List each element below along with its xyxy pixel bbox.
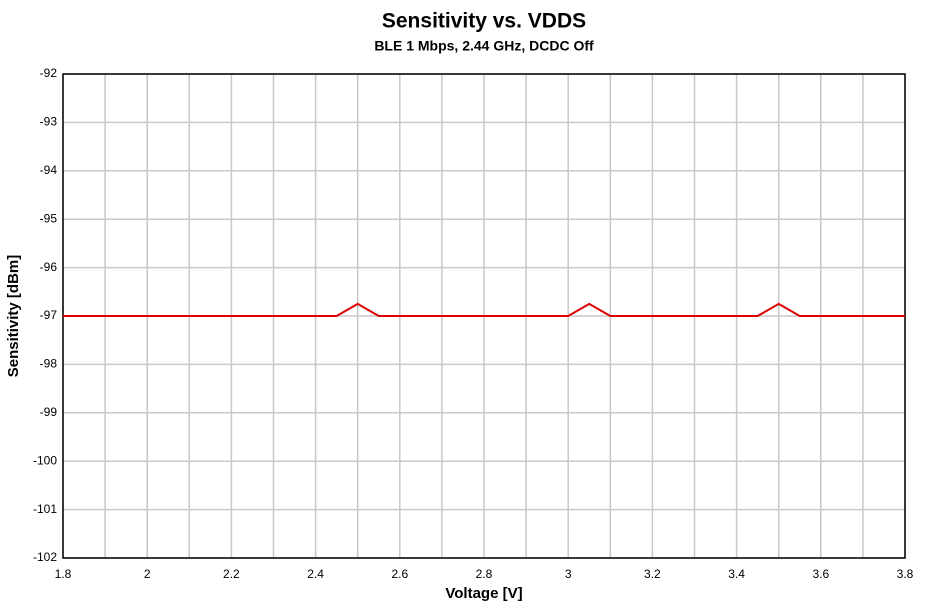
data-line <box>63 302 905 317</box>
chart-title: Sensitivity vs. VDDS <box>382 10 586 33</box>
x-tick-label: 2.6 <box>391 567 408 581</box>
x-tick-label: 2.4 <box>307 567 324 581</box>
y-tick-label: -92 <box>40 66 58 80</box>
y-tick-label: -95 <box>40 211 58 225</box>
y-tick-label: -96 <box>40 260 58 274</box>
x-tick-label: 2 <box>144 567 151 581</box>
y-tick-label: -99 <box>40 405 58 419</box>
x-tick-label: 3.6 <box>812 567 829 581</box>
y-tick-label: -100 <box>33 453 57 467</box>
y-tick-label: -102 <box>33 550 57 564</box>
x-tick-label: 3.8 <box>897 567 914 581</box>
x-tick-label: 3 <box>565 567 572 581</box>
y-tick-label: -97 <box>40 308 58 322</box>
y-tick-label: -101 <box>33 502 57 516</box>
x-tick-label: 2.2 <box>223 567 240 581</box>
x-tick-label: 1.8 <box>55 567 72 581</box>
y-axis-label: Sensitivity [dBm] <box>5 255 22 378</box>
x-tick-label: 3.4 <box>728 567 745 581</box>
y-tick-label: -94 <box>40 163 58 177</box>
x-tick-label: 3.2 <box>644 567 661 581</box>
x-tick-label: 2.8 <box>476 567 493 581</box>
x-axis-label: Voltage [V] <box>445 585 522 602</box>
y-tick-label: -98 <box>40 357 58 371</box>
y-tick-label: -93 <box>40 115 58 129</box>
chart-subtitle: BLE 1 Mbps, 2.44 GHz, DCDC Off <box>374 38 594 54</box>
